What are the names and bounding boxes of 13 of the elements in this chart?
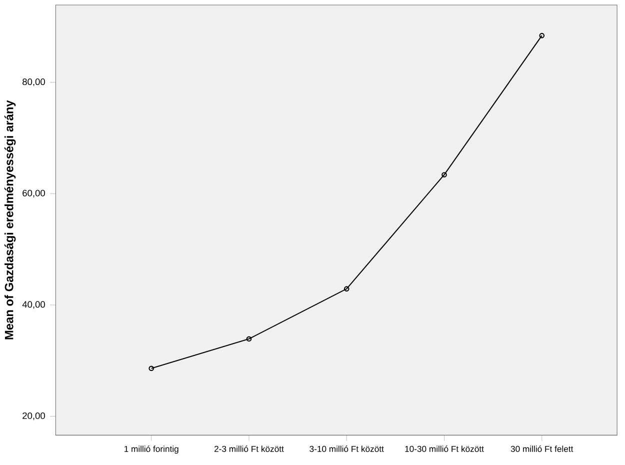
y-tick-label: 40,00 xyxy=(22,301,45,309)
y-tick-label: 20,00 xyxy=(22,412,45,420)
x-tick-label: 2-3 millió Ft között xyxy=(214,446,284,452)
x-tick-label: 10-30 millió Ft között xyxy=(405,446,484,452)
x-tick-label: 30 millió Ft felett xyxy=(510,446,574,452)
y-axis-title: Mean of Gazdasági eredményességi arány xyxy=(4,100,16,340)
y-tick-label: 80,00 xyxy=(22,78,45,86)
y-tick-label: 60,00 xyxy=(22,190,45,198)
x-tick-label: 1 millió forintig xyxy=(124,446,178,454)
point xyxy=(344,286,350,292)
x-tick-label: 3-10 millió Ft között xyxy=(310,446,384,452)
point xyxy=(246,336,252,342)
point xyxy=(442,172,447,178)
